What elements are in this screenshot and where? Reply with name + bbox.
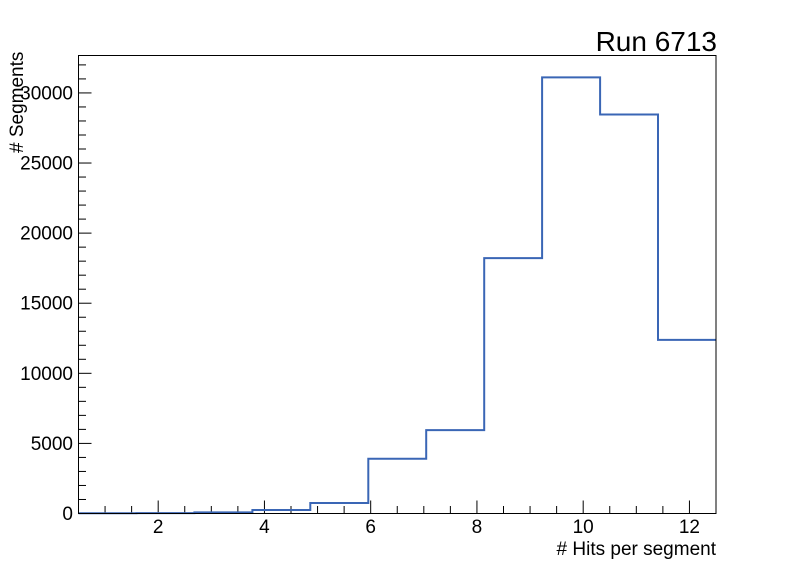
axis-ticks <box>78 64 690 514</box>
x-tick-label: 12 <box>679 517 700 538</box>
y-tick-label: 20000 <box>20 224 73 245</box>
plot-frame <box>78 55 717 514</box>
y-tick-label: 25000 <box>20 153 73 174</box>
x-tick-label: 10 <box>573 517 594 538</box>
x-tick-label: 6 <box>365 517 376 538</box>
x-tick-label: 8 <box>472 517 483 538</box>
histogram-line <box>78 76 716 515</box>
x-axis-title: # Hits per segment <box>557 539 717 560</box>
chart-title: Run 6713 <box>596 26 717 57</box>
y-axis-title: # Segments <box>7 52 28 153</box>
y-tick-label: 15000 <box>20 294 73 315</box>
y-tick-label: 30000 <box>20 83 73 104</box>
y-tick-label: 10000 <box>20 364 73 385</box>
x-tick-label: 4 <box>259 517 270 538</box>
axis-tick-labels: 2 4 6 8 10 12 0 5000 10000 15000 20000 25000 30000 <box>20 83 700 538</box>
y-tick-label: 0 <box>62 504 73 525</box>
x-tick-label: 2 <box>153 517 164 538</box>
y-tick-label: 5000 <box>31 434 73 455</box>
